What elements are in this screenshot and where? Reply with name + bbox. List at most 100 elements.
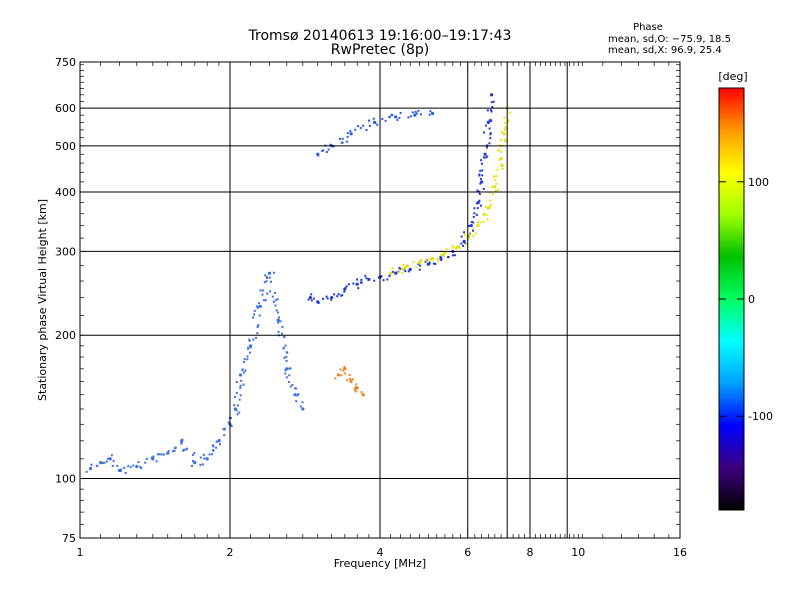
data-point <box>233 404 236 407</box>
data-point <box>507 120 510 123</box>
data-point <box>252 338 255 341</box>
data-point <box>297 393 300 396</box>
data-point <box>151 457 155 461</box>
data-point <box>211 453 214 456</box>
data-point <box>256 306 259 309</box>
data-point <box>400 267 403 270</box>
data-point <box>480 180 484 184</box>
data-point <box>299 405 302 408</box>
data-point <box>345 285 348 288</box>
data-point <box>285 367 289 371</box>
data-point <box>108 457 112 461</box>
data-point <box>264 299 267 302</box>
data-point <box>388 115 391 118</box>
data-point <box>327 148 330 151</box>
data-point <box>343 367 347 371</box>
data-point <box>455 246 459 250</box>
data-point <box>227 421 230 424</box>
data-point <box>288 381 291 384</box>
data-point <box>254 336 257 339</box>
data-point <box>285 376 288 379</box>
data-point <box>360 278 363 281</box>
data-point <box>289 367 292 370</box>
data-point <box>111 464 114 467</box>
data-point <box>117 468 122 473</box>
data-point <box>386 278 389 281</box>
colorbar-label: [deg] <box>718 70 747 83</box>
data-point <box>346 379 349 382</box>
data-point <box>158 453 161 456</box>
data-point <box>356 278 359 281</box>
data-point <box>211 444 214 447</box>
data-point <box>430 256 435 261</box>
data-point <box>437 259 440 262</box>
data-point <box>261 289 264 292</box>
data-point <box>340 374 343 377</box>
data-point <box>242 371 245 374</box>
data-point <box>127 465 130 468</box>
scatter-layer <box>85 93 512 475</box>
data-point <box>349 129 352 132</box>
data-point <box>498 159 501 162</box>
data-point <box>257 324 260 327</box>
data-point <box>420 258 423 261</box>
y-tick-label: 75 <box>62 532 76 545</box>
data-point <box>384 119 387 122</box>
data-point <box>480 204 483 207</box>
data-point <box>495 175 498 178</box>
data-point <box>426 262 430 266</box>
data-point <box>499 157 503 161</box>
data-point <box>282 347 285 350</box>
data-point <box>346 132 349 135</box>
data-point <box>276 298 279 301</box>
data-point <box>495 182 498 185</box>
data-point <box>451 245 454 248</box>
data-point <box>479 221 482 224</box>
data-point <box>162 453 165 456</box>
data-point <box>160 453 163 456</box>
data-point <box>185 448 188 451</box>
data-point <box>256 305 259 308</box>
data-point <box>368 119 371 122</box>
data-point <box>414 110 417 113</box>
data-point <box>413 113 417 117</box>
data-point <box>478 199 481 202</box>
data-point <box>288 367 291 370</box>
data-point <box>485 213 488 216</box>
x-tick-label: 10 <box>571 546 585 559</box>
data-point <box>129 466 132 469</box>
data-point <box>463 231 466 234</box>
data-point <box>235 391 238 394</box>
data-point <box>398 266 401 269</box>
data-point <box>258 304 262 308</box>
data-point <box>233 407 237 411</box>
data-point <box>380 275 383 278</box>
data-point <box>342 369 345 372</box>
data-point <box>110 454 113 457</box>
data-point <box>489 199 492 202</box>
data-point <box>116 464 119 467</box>
data-point <box>348 373 351 376</box>
data-point <box>258 314 261 317</box>
data-point <box>283 356 286 359</box>
data-point <box>217 439 221 443</box>
data-point <box>277 321 280 324</box>
data-point <box>484 124 487 127</box>
data-point <box>354 128 357 131</box>
y-axis-label: Stationary phase Virtual Height [km] <box>36 199 49 401</box>
data-point <box>267 271 272 275</box>
data-point <box>462 244 465 247</box>
y-tick-label: 300 <box>55 245 76 258</box>
data-point <box>349 132 353 136</box>
data-point <box>293 393 297 397</box>
data-point <box>500 139 503 142</box>
data-point <box>473 212 476 215</box>
data-point <box>472 221 475 224</box>
data-point <box>343 290 346 293</box>
data-point <box>464 233 467 236</box>
data-point <box>481 174 484 177</box>
data-point <box>432 262 435 265</box>
data-point <box>346 140 349 143</box>
data-point <box>236 413 239 416</box>
data-point <box>439 255 442 258</box>
